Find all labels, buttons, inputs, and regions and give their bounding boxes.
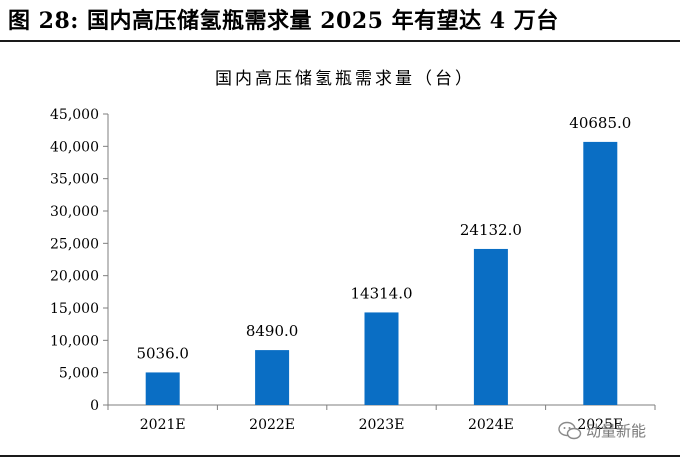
y-tick-label: 20,000	[50, 269, 99, 285]
value-labels: 5036.0 8490.0 14314.0 24132.0 40685.0	[136, 114, 631, 363]
figure-header: 图 28: 国内高压储氢瓶需求量 2025 年有望达 4 万台	[0, 0, 680, 38]
y-tick-label: 5,000	[59, 366, 99, 382]
data-label: 14314.0	[350, 284, 412, 302]
y-axis: 0 5,000 10,000 15,000 20,000 25,000 30,000 35,0…	[50, 107, 109, 414]
bar-2022E	[255, 350, 290, 405]
x-tick-label: 2025E	[577, 417, 623, 433]
bar-2023E	[364, 312, 399, 405]
bar-2024E	[473, 248, 508, 405]
y-tick-label: 30,000	[50, 204, 99, 220]
y-tick-label: 40,000	[50, 139, 99, 155]
data-label: 24132.0	[460, 221, 522, 239]
x-tick-label: 2023E	[359, 417, 405, 433]
bar-2025E	[583, 141, 618, 405]
bar-chart: 国内高压储氢瓶需求量（台） 0 5,000 10,000 15,000 20,000 25…	[50, 69, 656, 433]
watermark-text: 动量新能	[586, 422, 647, 440]
watermark: 动量新能	[558, 420, 646, 441]
y-tick-label: 35,000	[50, 172, 99, 188]
data-label: 40685.0	[569, 114, 631, 132]
x-axis: 2021E 2022E 2023E 2024E 2025E	[107, 404, 656, 433]
x-tick-label: 2022E	[249, 417, 295, 433]
top-rule	[0, 40, 680, 42]
chart-title: 国内高压储氢瓶需求量（台）	[215, 69, 475, 89]
y-tick-label: 15,000	[50, 301, 99, 317]
y-tick-label: 25,000	[50, 236, 99, 252]
bars	[145, 141, 618, 405]
y-tick-label: 45,000	[50, 107, 99, 123]
figure-title: 图 28: 国内高压储氢瓶需求量 2025 年有望达 4 万台	[8, 8, 559, 34]
y-tick-label: 10,000	[50, 333, 99, 349]
data-label: 8490.0	[246, 322, 299, 340]
data-label: 5036.0	[136, 344, 189, 362]
bar-2021E	[145, 372, 180, 405]
wechat-icon	[558, 421, 582, 439]
x-tick-label: 2021E	[140, 417, 186, 433]
x-tick-label: 2024E	[468, 417, 514, 433]
y-tick-label: 0	[90, 398, 99, 414]
bottom-rule	[0, 455, 680, 457]
